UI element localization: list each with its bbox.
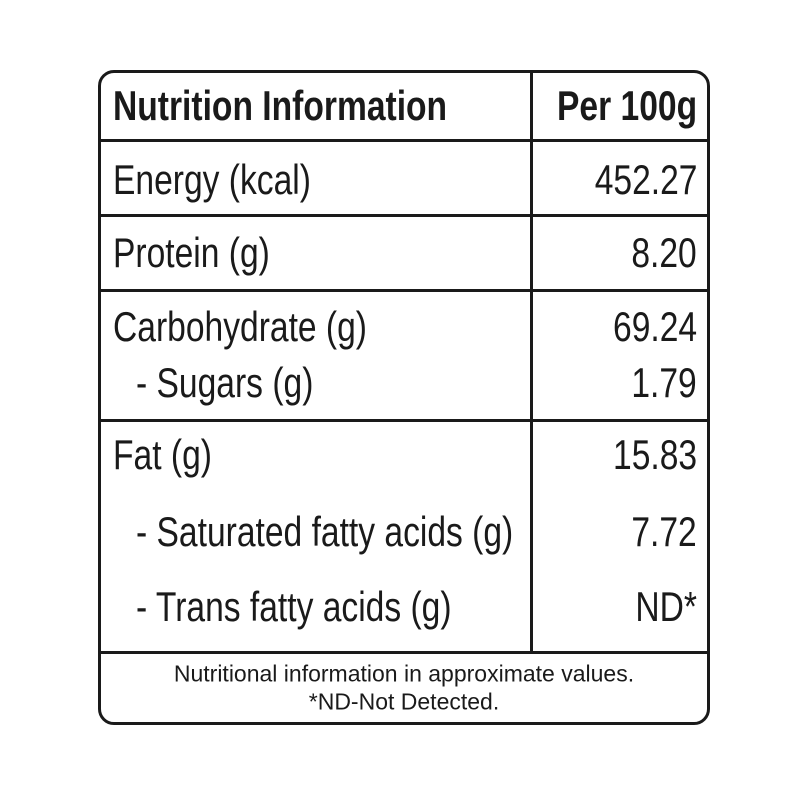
- row-label: Carbohydrate (g): [113, 303, 367, 350]
- row-divider: [98, 651, 710, 654]
- row-value: 15.83: [612, 431, 697, 478]
- row-value: ND*: [635, 583, 697, 630]
- footnote: *ND-Not Detected.: [308, 688, 500, 715]
- row-divider: [98, 139, 710, 142]
- row-divider: [98, 289, 710, 292]
- row-value: 7.72: [631, 508, 697, 555]
- row-divider: [98, 214, 710, 217]
- row-value: 8.20: [631, 229, 697, 276]
- row-value: 1.79: [631, 359, 697, 406]
- row-label: Energy (kcal): [113, 156, 311, 203]
- row-label: Fat (g): [113, 431, 212, 478]
- column-header: Per 100g: [556, 82, 697, 129]
- column-divider: [530, 70, 533, 652]
- row-value: 452.27: [594, 156, 697, 203]
- row-divider: [98, 419, 710, 422]
- row-label: - Sugars (g): [136, 359, 314, 406]
- table-frame: [98, 70, 710, 725]
- row-label: - Trans fatty acids (g): [136, 583, 452, 630]
- row-value: 69.24: [612, 303, 697, 350]
- row-label: - Saturated fatty acids (g): [136, 508, 514, 555]
- footnote: Nutritional information in approximate v…: [173, 660, 635, 687]
- row-label: Protein (g): [113, 229, 270, 276]
- table-title: Nutrition Information: [113, 82, 448, 129]
